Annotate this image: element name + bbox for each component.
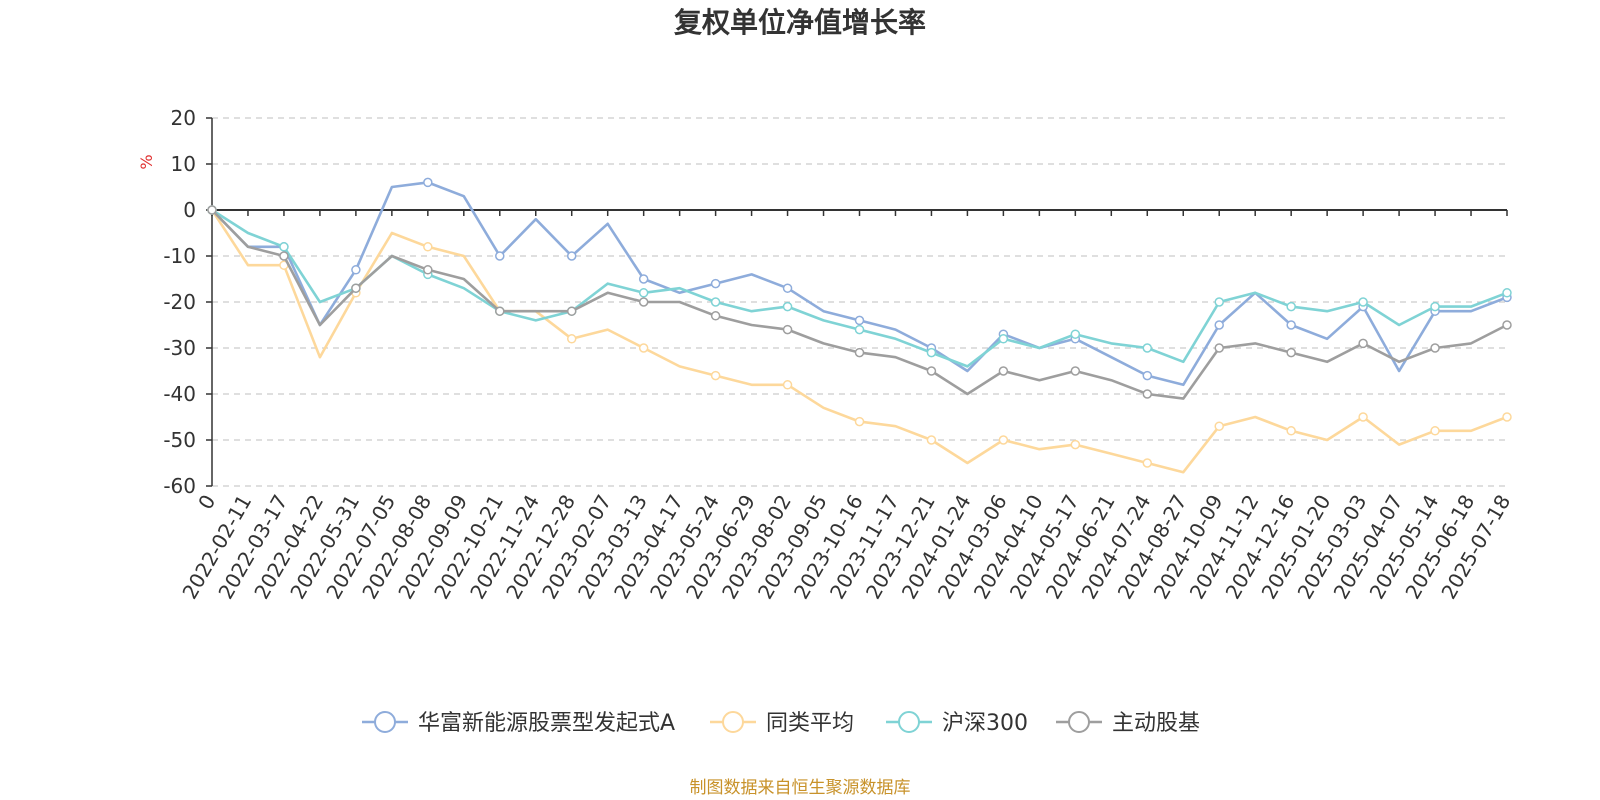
y-tick-label: 10 (171, 152, 196, 176)
data-point (1502, 288, 1512, 298)
x-tick-label: 0 (193, 491, 220, 514)
data-point (638, 288, 649, 298)
data-point (854, 324, 865, 335)
data-point (1286, 426, 1296, 436)
data-point (1358, 412, 1368, 422)
data-point (1214, 421, 1224, 431)
data-point (926, 347, 937, 358)
data-point (1142, 389, 1153, 399)
data-point (710, 311, 721, 321)
legend-circle-icon (374, 711, 396, 733)
data-point (1214, 320, 1224, 330)
data-point (1358, 297, 1368, 307)
grid-lines (206, 117, 1507, 487)
data-point (423, 242, 433, 252)
data-point (782, 380, 793, 390)
y-axis-unit: % (137, 154, 156, 169)
data-point (926, 435, 937, 445)
data-point (854, 347, 865, 358)
data-point (495, 306, 505, 316)
data-point (279, 242, 289, 252)
data-point (1070, 366, 1081, 376)
data-point (1142, 458, 1153, 468)
data-point (782, 283, 793, 293)
data-point (1502, 320, 1512, 330)
data-point (566, 251, 577, 261)
series-line (211, 208, 1508, 368)
data-point (423, 265, 433, 275)
source-note: 制图数据来自恒生聚源数据库 (690, 778, 911, 798)
data-point (423, 177, 433, 188)
data-point (782, 301, 793, 312)
data-point (1286, 301, 1296, 312)
series-lines (207, 177, 1512, 474)
data-point (1070, 329, 1081, 339)
y-tick-label: 0 (183, 198, 196, 222)
legend-label: 同类平均 (766, 711, 854, 736)
data-point (998, 366, 1009, 376)
data-point (279, 251, 289, 261)
series-1 (207, 205, 1512, 474)
y-tick-label: 20 (171, 106, 196, 130)
legend-circle-icon (1068, 711, 1090, 733)
data-point (1142, 343, 1153, 353)
data-point (854, 416, 865, 427)
y-tick-label: -20 (163, 290, 196, 314)
legend-item[interactable]: 沪深300 (886, 711, 1028, 736)
legend-label: 华富新能源股票型发起式A (418, 711, 675, 736)
data-point (1358, 338, 1368, 349)
y-tick-label: -50 (163, 428, 196, 452)
data-point (782, 324, 793, 335)
data-point (207, 205, 217, 215)
data-point (998, 435, 1009, 445)
data-point (566, 334, 577, 344)
data-point (638, 297, 649, 307)
data-point (854, 315, 865, 326)
legend-circle-icon (722, 711, 744, 733)
data-point (495, 251, 505, 261)
legend[interactable]: 华富新能源股票型发起式A 同类平均 沪深300 主动股基 (362, 711, 1200, 736)
data-point (638, 343, 649, 353)
chart-title: 复权单位净值增长率 (674, 6, 926, 39)
y-tick-labels: 20 10 0 -10 -20 -30 -40 -50 -60 (163, 106, 196, 498)
data-point (1214, 297, 1224, 307)
y-tick-label: -60 (163, 474, 196, 498)
series-3 (207, 205, 1512, 400)
data-point (1142, 370, 1153, 381)
series-2 (207, 205, 1512, 368)
data-point (710, 297, 721, 307)
legend-item[interactable]: 华富新能源股票型发起式A (362, 711, 675, 736)
legend-label: 主动股基 (1112, 711, 1200, 736)
series-line (210, 209, 1508, 474)
legend-item[interactable]: 主动股基 (1056, 711, 1200, 736)
data-point (710, 370, 721, 381)
data-point (710, 278, 721, 289)
y-tick-label: -40 (163, 382, 196, 406)
data-point (638, 274, 649, 284)
y-tick-label: -10 (163, 244, 196, 268)
data-point (1286, 347, 1296, 358)
data-point (926, 366, 937, 376)
y-tick-label: -30 (163, 336, 196, 360)
data-point (566, 306, 577, 316)
data-point (351, 283, 361, 293)
data-point (1430, 343, 1440, 353)
data-point (1502, 412, 1512, 422)
legend-item[interactable]: 同类平均 (710, 711, 854, 736)
legend-circle-icon (898, 711, 920, 733)
data-point (1430, 301, 1440, 312)
data-point (1430, 426, 1440, 436)
legend-label: 沪深300 (942, 711, 1028, 736)
data-point (1286, 320, 1296, 330)
data-point (1070, 439, 1081, 450)
data-point (1214, 343, 1224, 353)
data-point (998, 334, 1009, 344)
data-point (351, 265, 361, 275)
